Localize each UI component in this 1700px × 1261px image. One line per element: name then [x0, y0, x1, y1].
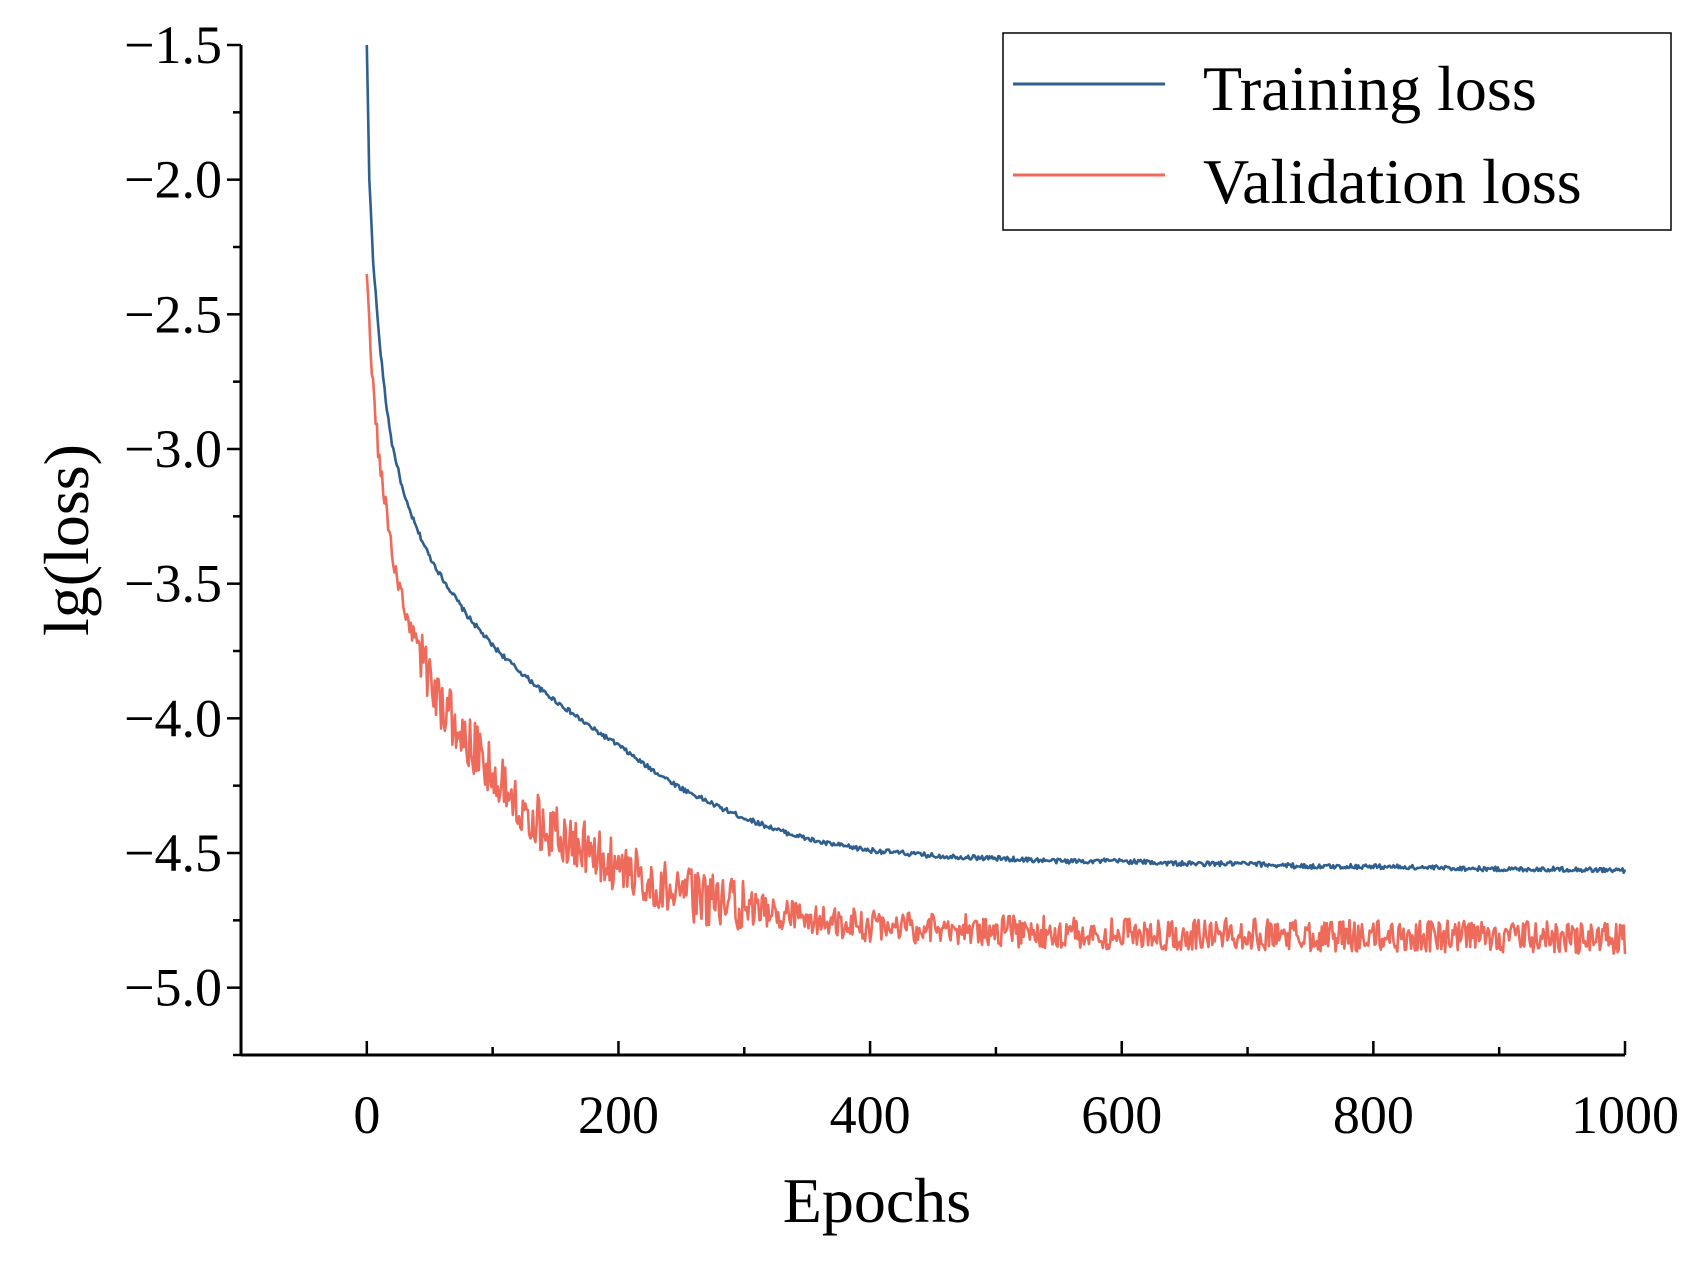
legend: Training loss Validation loss [1002, 32, 1672, 231]
series-line-validation-loss [365, 273, 1627, 955]
x-tick-label: 400 [830, 1085, 911, 1145]
y-tick-label: −2.5 [124, 284, 222, 344]
y-tick-label: −2.0 [124, 150, 222, 210]
y-ticks: −1.5 −2.0 −2.5 −3.0 −3.5 −4.0 −4.5 −5.0 [124, 15, 241, 1057]
x-axis-title: Epochs [783, 1165, 971, 1236]
y-tick-label: −5.0 [124, 958, 222, 1018]
x-tick-label: 800 [1333, 1085, 1414, 1145]
x-ticks: 0 200 400 600 800 1000 [239, 1041, 1679, 1145]
series-layer [365, 44, 1627, 955]
legend-label-validation-loss: Validation loss [1203, 146, 1582, 217]
x-tick-label: 600 [1081, 1085, 1162, 1145]
x-tick-label: 200 [578, 1085, 659, 1145]
legend-box [1002, 32, 1672, 231]
legend-label-training-loss: Training loss [1203, 53, 1537, 124]
y-axis-title: lg(loss) [31, 444, 102, 636]
y-tick-label: −4.5 [124, 823, 222, 883]
x-tick-label: 1000 [1571, 1085, 1679, 1145]
series-line-training-loss [365, 44, 1627, 874]
y-tick-label: −4.0 [124, 688, 222, 748]
y-tick-label: −3.0 [124, 419, 222, 479]
y-tick-label: −1.5 [124, 15, 222, 75]
x-tick-label: 0 [353, 1085, 380, 1145]
y-tick-label: −3.5 [124, 554, 222, 614]
